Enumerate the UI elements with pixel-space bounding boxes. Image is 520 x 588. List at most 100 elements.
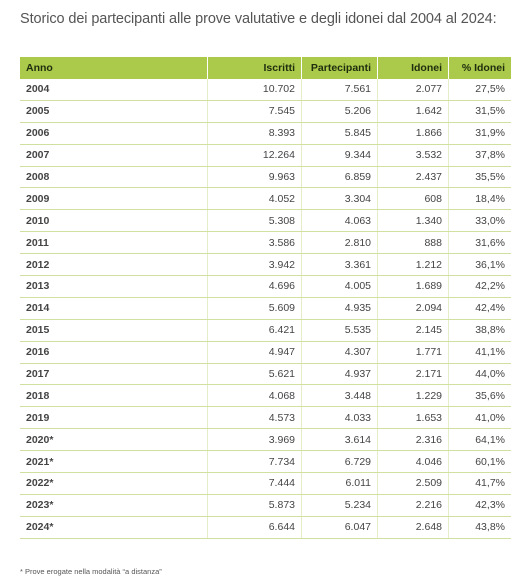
cell-anno: 2004 bbox=[26, 83, 50, 96]
cell-pct-idonei: 36,1% bbox=[448, 254, 511, 276]
cell-pct-idonei: 33,0% bbox=[448, 210, 511, 232]
table-row: 2020* 3.969 3.614 2.316 64,1% bbox=[20, 429, 511, 452]
cell-pct-idonei: 41,1% bbox=[448, 341, 511, 363]
table-row: 2018 4.068 3.448 1.229 35,6% bbox=[20, 385, 511, 408]
cell-anno: 2007 bbox=[26, 149, 50, 162]
cell-pct-idonei: 31,5% bbox=[448, 100, 511, 122]
cell-iscritti: 4.947 bbox=[207, 341, 301, 363]
data-table: Anno Iscritti Partecipanti Idonei % Idon… bbox=[20, 57, 511, 539]
cell-partecipanti: 5.206 bbox=[301, 100, 377, 122]
cell-idonei: 2.437 bbox=[377, 166, 448, 188]
header-idonei: Idonei bbox=[377, 57, 448, 79]
cell-iscritti: 4.573 bbox=[207, 407, 301, 429]
cell-iscritti: 3.586 bbox=[207, 232, 301, 254]
cell-pct-idonei: 27,5% bbox=[448, 79, 511, 100]
cell-anno: 2024* bbox=[26, 521, 54, 534]
cell-partecipanti: 4.937 bbox=[301, 363, 377, 385]
cell-idonei: 1.642 bbox=[377, 100, 448, 122]
cell-anno: 2010 bbox=[26, 214, 50, 227]
cell-idonei: 1.771 bbox=[377, 341, 448, 363]
table-row: 2009 4.052 3.304 608 18,4% bbox=[20, 188, 511, 211]
cell-anno: 2006 bbox=[26, 127, 50, 140]
cell-iscritti: 8.393 bbox=[207, 122, 301, 144]
cell-pct-idonei: 35,6% bbox=[448, 385, 511, 407]
cell-idonei: 2.316 bbox=[377, 429, 448, 451]
table-header: Anno Iscritti Partecipanti Idonei % Idon… bbox=[20, 57, 511, 79]
cell-idonei: 888 bbox=[377, 232, 448, 254]
cell-anno: 2009 bbox=[26, 192, 50, 205]
cell-iscritti: 3.942 bbox=[207, 254, 301, 276]
cell-partecipanti: 6.047 bbox=[301, 516, 377, 538]
cell-iscritti: 6.644 bbox=[207, 516, 301, 538]
cell-partecipanti: 4.063 bbox=[301, 210, 377, 232]
cell-idonei: 1.229 bbox=[377, 385, 448, 407]
cell-partecipanti: 3.448 bbox=[301, 385, 377, 407]
cell-partecipanti: 5.845 bbox=[301, 122, 377, 144]
table-row: 2013 4.696 4.005 1.689 42,2% bbox=[20, 276, 511, 298]
cell-iscritti: 5.609 bbox=[207, 297, 301, 319]
cell-anno: 2011 bbox=[26, 236, 49, 249]
cell-pct-idonei: 64,1% bbox=[448, 429, 511, 451]
cell-idonei: 2.094 bbox=[377, 297, 448, 319]
cell-anno: 2008 bbox=[26, 171, 50, 183]
table-row: 2021* 7.734 6.729 4.046 60,1% bbox=[20, 451, 511, 474]
cell-iscritti: 7.734 bbox=[207, 451, 301, 473]
cell-iscritti: 9.963 bbox=[207, 166, 301, 188]
cell-anno: 2005 bbox=[26, 105, 50, 118]
cell-idonei: 4.046 bbox=[377, 451, 448, 473]
cell-partecipanti: 2.810 bbox=[301, 232, 377, 254]
cell-idonei: 2.171 bbox=[377, 363, 448, 385]
footnote: * Prove erogate nella modalità “a distan… bbox=[20, 567, 162, 576]
cell-iscritti: 5.873 bbox=[207, 494, 301, 516]
cell-anno: 2020* bbox=[26, 433, 54, 446]
cell-partecipanti: 3.304 bbox=[301, 188, 377, 210]
table-row: 2004 10.702 7.561 2.077 27,5% bbox=[20, 79, 511, 101]
cell-iscritti: 4.052 bbox=[207, 188, 301, 210]
cell-idonei: 1.866 bbox=[377, 122, 448, 144]
cell-idonei: 2.145 bbox=[377, 319, 448, 341]
header-anno: Anno bbox=[26, 62, 53, 74]
cell-partecipanti: 4.033 bbox=[301, 407, 377, 429]
table-row: 2016 4.947 4.307 1.771 41,1% bbox=[20, 341, 511, 364]
cell-pct-idonei: 38,8% bbox=[448, 319, 511, 341]
cell-iscritti: 7.545 bbox=[207, 100, 301, 122]
cell-anno: 2015 bbox=[26, 324, 50, 337]
header-pct-idonei: % Idonei bbox=[448, 57, 511, 79]
cell-partecipanti: 6.859 bbox=[301, 166, 377, 188]
cell-pct-idonei: 41,0% bbox=[448, 407, 511, 429]
cell-pct-idonei: 35,5% bbox=[448, 166, 511, 188]
table-body: 2004 10.702 7.561 2.077 27,5% 2005 7.545 5.206 1… bbox=[20, 79, 511, 539]
cell-iscritti: 4.068 bbox=[207, 385, 301, 407]
cell-idonei: 1.653 bbox=[377, 407, 448, 429]
table-row: 2017 5.621 4.937 2.171 44,0% bbox=[20, 363, 511, 386]
cell-pct-idonei: 43,8% bbox=[448, 516, 511, 538]
cell-partecipanti: 9.344 bbox=[301, 144, 377, 166]
cell-idonei: 2.648 bbox=[377, 516, 448, 538]
cell-idonei: 3.532 bbox=[377, 144, 448, 166]
table-row: 2008 9.963 6.859 2.437 35,5% bbox=[20, 166, 511, 189]
cell-pct-idonei: 37,8% bbox=[448, 144, 511, 166]
cell-partecipanti: 6.729 bbox=[301, 451, 377, 473]
cell-anno: 2012 bbox=[26, 258, 50, 271]
cell-partecipanti: 6.011 bbox=[301, 473, 377, 494]
cell-anno: 2019 bbox=[26, 411, 50, 424]
page-title: Storico dei partecipanti alle prove valu… bbox=[20, 11, 497, 27]
cell-idonei: 608 bbox=[377, 188, 448, 210]
cell-partecipanti: 4.307 bbox=[301, 341, 377, 363]
cell-pct-idonei: 60,1% bbox=[448, 451, 511, 473]
cell-anno: 2018 bbox=[26, 389, 50, 402]
table-row: 2015 6.421 5.535 2.145 38,8% bbox=[20, 319, 511, 342]
cell-iscritti: 5.621 bbox=[207, 363, 301, 385]
cell-iscritti: 6.421 bbox=[207, 319, 301, 341]
cell-pct-idonei: 31,9% bbox=[448, 122, 511, 144]
cell-idonei: 2.216 bbox=[377, 494, 448, 516]
cell-pct-idonei: 42,2% bbox=[448, 276, 511, 297]
table-row: 2006 8.393 5.845 1.866 31,9% bbox=[20, 122, 511, 145]
cell-partecipanti: 3.614 bbox=[301, 429, 377, 451]
cell-partecipanti: 7.561 bbox=[301, 79, 377, 100]
table-row: 2023* 5.873 5.234 2.216 42,3% bbox=[20, 494, 511, 517]
cell-pct-idonei: 31,6% bbox=[448, 232, 511, 254]
cell-pct-idonei: 42,3% bbox=[448, 494, 511, 516]
cell-iscritti: 5.308 bbox=[207, 210, 301, 232]
cell-anno: 2014 bbox=[26, 302, 50, 315]
